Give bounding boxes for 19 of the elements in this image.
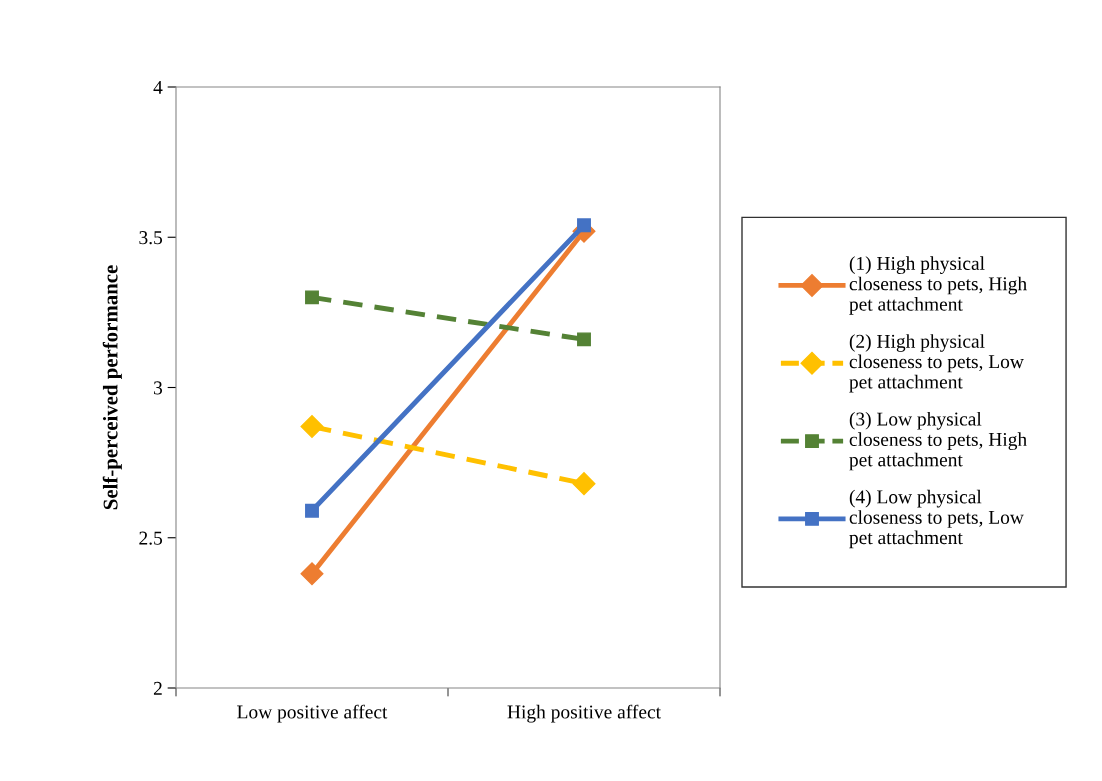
legend-label: (3) Low physical closeness to pets, High pet attachment xyxy=(849,411,1027,471)
point xyxy=(300,562,324,586)
x-tick-label: High positive affect xyxy=(507,704,661,723)
point xyxy=(300,415,324,439)
point xyxy=(305,290,319,305)
x-tick-label: Low positive affect xyxy=(237,704,388,723)
point xyxy=(305,503,319,518)
legend-label: (2) High physical closeness to pets, Low pet attachment xyxy=(849,334,1024,393)
legend-label: (1) High physical closeness to pets, High pet attachment xyxy=(849,256,1027,315)
y-tick-label: 2.5 xyxy=(139,531,163,545)
legend-label: (4) Low physical closeness to pets, Low pet attachment xyxy=(849,489,1024,549)
y-tick-label: 3 xyxy=(154,381,163,395)
y-axis-title: Self-perceived performance xyxy=(102,265,122,510)
point xyxy=(577,332,591,347)
point xyxy=(577,218,591,233)
y-tick-label: 2 xyxy=(153,681,162,695)
y-tick-label: 3.5 xyxy=(139,231,163,245)
point xyxy=(572,472,596,496)
y-tick-label: 4 xyxy=(153,80,163,94)
